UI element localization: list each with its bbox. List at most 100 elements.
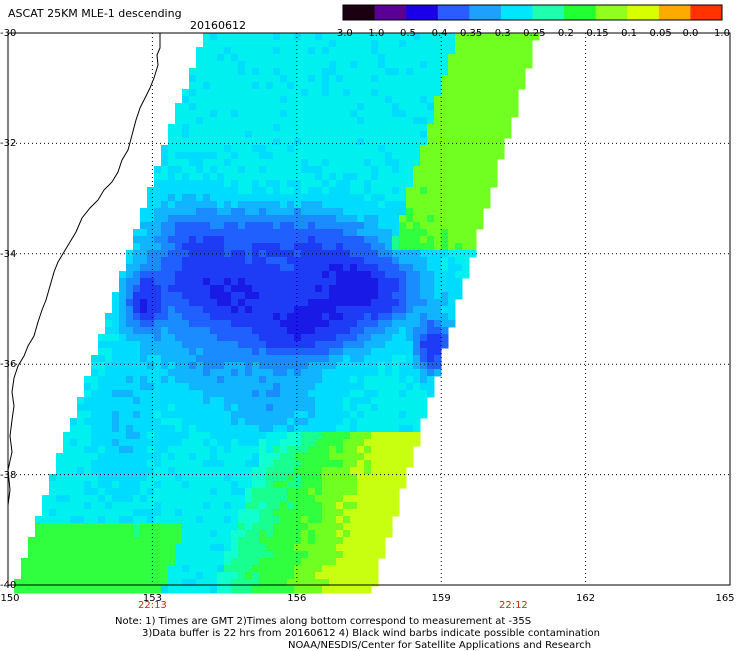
swath-cell [364, 299, 372, 307]
swath-cell [406, 194, 414, 202]
swath-cell [350, 145, 358, 153]
swath-cell [259, 558, 267, 566]
swath-cell [140, 369, 148, 377]
swath-cell [161, 173, 169, 181]
swath-cell [252, 222, 260, 230]
swath-cell [329, 222, 337, 230]
swath-cell [259, 40, 267, 48]
swath-cell [364, 586, 372, 594]
swath-cell [399, 299, 407, 307]
swath-cell [238, 425, 246, 433]
swath-cell [308, 271, 316, 279]
swath-cell [168, 418, 176, 426]
swath-cell [469, 243, 477, 251]
swath-cell [245, 586, 253, 594]
swath-cell [476, 215, 484, 223]
swath-cell [497, 61, 505, 69]
swath-cell [420, 124, 428, 132]
swath-cell [49, 516, 57, 524]
swath-cell [224, 215, 232, 223]
swath-cell [413, 124, 421, 132]
swath-cell [385, 173, 393, 181]
swath-cell [350, 418, 358, 426]
swath-cell [287, 537, 295, 545]
swath-cell [385, 432, 393, 440]
swath-cell [105, 488, 113, 496]
swath-cell [182, 299, 190, 307]
swath-cell [70, 432, 78, 440]
colorbar-segment [437, 5, 470, 20]
swath-cell [490, 47, 498, 55]
swath-cell [364, 103, 372, 111]
swath-cell [203, 292, 211, 300]
swath-cell [224, 558, 232, 566]
swath-cell [154, 327, 162, 335]
swath-cell [315, 89, 323, 97]
swath-cell [182, 313, 190, 321]
swath-cell [294, 327, 302, 335]
swath-cell [378, 236, 386, 244]
swath-cell [357, 187, 365, 195]
swath-cell [329, 166, 337, 174]
swath-cell [294, 257, 302, 265]
swath-cell [231, 418, 239, 426]
swath-cell [406, 292, 414, 300]
swath-cell [357, 334, 365, 342]
swath-cell [392, 362, 400, 370]
swath-cell [385, 530, 393, 538]
swath-cell [56, 544, 64, 552]
swath-cell [336, 110, 344, 118]
swath-cell [189, 411, 197, 419]
swath-cell [308, 250, 316, 258]
swath-cell [315, 292, 323, 300]
swath-cell [427, 159, 435, 167]
swath-cell [196, 180, 204, 188]
swath-cell [238, 215, 246, 223]
swath-cell [231, 453, 239, 461]
swath-cell [245, 446, 253, 454]
swath-cell [357, 236, 365, 244]
swath-cell [434, 327, 442, 335]
swath-cell [280, 271, 288, 279]
swath-cell [266, 446, 274, 454]
swath-cell [336, 124, 344, 132]
swath-cell [70, 530, 78, 538]
swath-cell [308, 586, 316, 594]
swath-cell [133, 551, 141, 559]
swath-cell [287, 103, 295, 111]
swath-cell [217, 33, 225, 41]
swath-cell [189, 110, 197, 118]
swath-cell [280, 61, 288, 69]
swath-cell [469, 47, 477, 55]
swath-cell [322, 82, 330, 90]
swath-cell [406, 355, 414, 363]
swath-cell [210, 54, 218, 62]
swath-cell [315, 82, 323, 90]
swath-cell [371, 439, 379, 447]
swath-cell [497, 152, 505, 160]
swath-cell [161, 481, 169, 489]
swath-cell [434, 166, 442, 174]
swath-cell [273, 271, 281, 279]
swath-cell [189, 75, 197, 83]
swath-cell [392, 124, 400, 132]
swath-cell [301, 103, 309, 111]
swath-cell [308, 152, 316, 160]
swath-cell [413, 397, 421, 405]
swath-cell [63, 516, 71, 524]
swath-cell [210, 236, 218, 244]
swath-cell [371, 390, 379, 398]
swath-cell [224, 187, 232, 195]
swath-cell [364, 61, 372, 69]
swath-cell [329, 82, 337, 90]
swath-cell [392, 208, 400, 216]
swath-cell [280, 383, 288, 391]
swath-cell [217, 432, 225, 440]
swath-cell [189, 124, 197, 132]
swath-cell [287, 467, 295, 475]
swath-cell [378, 82, 386, 90]
swath-cell [252, 369, 260, 377]
swath-cell [371, 215, 379, 223]
swath-cell [315, 586, 323, 594]
swath-cell [189, 264, 197, 272]
